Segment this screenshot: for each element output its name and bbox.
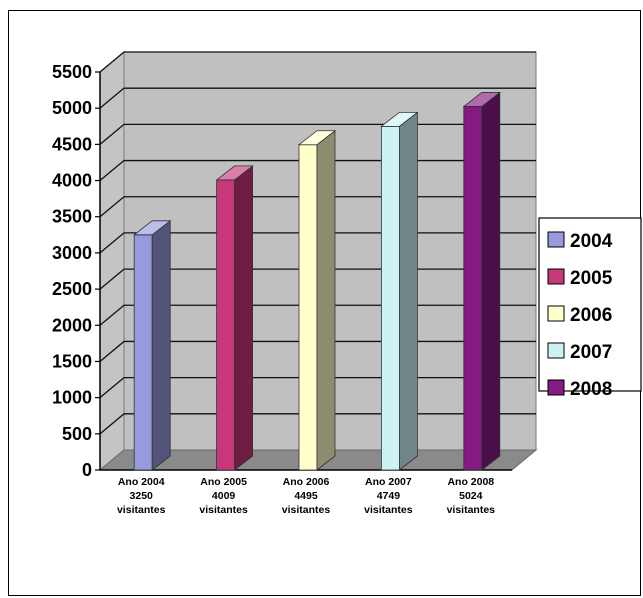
- y-tick-label: 3000: [52, 243, 92, 263]
- y-tick-label: 4000: [52, 171, 92, 191]
- x-tick-label: visitantes: [447, 504, 496, 516]
- legend-label-2008: 2008: [570, 379, 612, 400]
- gridline: [99, 87, 536, 109]
- y-tick-label: 2000: [52, 315, 92, 335]
- bar-side-2005: [234, 165, 254, 471]
- bar-front-2008: [463, 106, 483, 471]
- y-tick-label: 3500: [52, 207, 92, 227]
- bar-side-2007: [398, 111, 418, 471]
- x-tick-label: 4749: [377, 490, 401, 502]
- gridline: [99, 51, 536, 73]
- legend-swatch-2006: [547, 305, 565, 322]
- bar-front-2006: [298, 144, 318, 471]
- bar-front-2005: [216, 179, 236, 471]
- x-tick-label: 4009: [212, 490, 236, 502]
- bar-side-2008: [481, 91, 501, 471]
- legend-label-2005: 2005: [570, 268, 613, 289]
- x-tick-label: visitantes: [364, 504, 413, 516]
- legend-swatch-2008: [547, 379, 565, 396]
- bar-side-2006: [316, 129, 336, 471]
- x-tick-label: Ano 2004: [118, 476, 165, 488]
- y-tick-label: 0: [82, 460, 92, 480]
- y-tick-label: 5000: [52, 98, 92, 118]
- y-tick-label: 500: [62, 424, 92, 444]
- x-tick-label: Ano 2006: [283, 476, 330, 488]
- bar-top-2006: [297, 130, 337, 146]
- x-tick-label: visitantes: [117, 504, 166, 516]
- legend-swatch-2007: [547, 342, 565, 359]
- legend-label-2004: 2004: [570, 231, 613, 252]
- bar-top-2008: [462, 92, 501, 107]
- legend-label-2006: 2006: [570, 305, 612, 326]
- legend-swatch-2004: [547, 231, 565, 248]
- y-tick-label: 4500: [52, 134, 92, 154]
- y-tick-label: 1000: [52, 388, 92, 408]
- y-tick-label: 1500: [52, 351, 92, 371]
- x-tick-label: Ano 2005: [200, 476, 247, 488]
- bar-top-2005: [215, 165, 254, 181]
- bar-side-2004: [151, 220, 171, 471]
- x-tick-label: 4495: [294, 490, 318, 502]
- legend-label-2007: 2007: [570, 342, 612, 363]
- x-tick-label: 3250: [130, 490, 154, 502]
- x-tick-label: Ano 2007: [365, 476, 412, 488]
- bar-front-2004: [133, 234, 153, 471]
- y-tick-label: 5500: [52, 62, 92, 82]
- bar-front-2007: [380, 125, 400, 471]
- bar-top-2004: [133, 220, 172, 236]
- x-tick-label: visitantes: [199, 504, 248, 516]
- legend-swatch-2005: [547, 268, 565, 285]
- bar-top-2007: [380, 111, 419, 127]
- y-tick-label: 2500: [52, 279, 92, 299]
- side-wall: [99, 50, 125, 472]
- x-tick-label: 5024: [459, 490, 483, 502]
- x-tick-label: visitantes: [282, 504, 331, 516]
- x-tick-label: Ano 2008: [447, 476, 494, 488]
